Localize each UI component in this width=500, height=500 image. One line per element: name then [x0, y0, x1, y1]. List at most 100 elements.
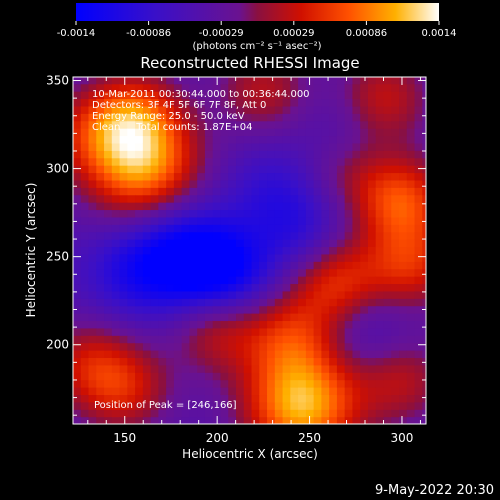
heatmap-cell	[414, 394, 423, 403]
heatmap-cell	[166, 320, 175, 329]
heatmap-cell	[336, 327, 346, 336]
heatmap-cell	[158, 202, 167, 211]
heatmap-cell	[173, 231, 183, 240]
heatmap-cell	[111, 305, 121, 314]
heatmap-cell	[383, 327, 392, 336]
heatmap-cell	[236, 305, 245, 314]
heatmap-cell	[274, 209, 284, 218]
heatmap-cell	[367, 268, 377, 277]
heatmap-cell	[212, 409, 222, 418]
heatmap-cell	[267, 105, 276, 114]
heatmap-cell	[274, 379, 284, 388]
heatmap-cell	[158, 276, 167, 285]
heatmap-cell	[290, 98, 299, 107]
heatmap-cell	[135, 98, 144, 107]
heatmap-cell	[197, 246, 206, 255]
heatmap-cell	[158, 231, 167, 240]
heatmap-cell	[204, 342, 214, 351]
heatmap-cell	[158, 194, 167, 203]
heatmap-cell	[399, 320, 408, 329]
heatmap-cell	[228, 335, 237, 344]
heatmap-cell	[399, 313, 408, 322]
heatmap-cell	[166, 209, 175, 218]
heatmap-cell	[344, 172, 354, 181]
heatmap-cell	[406, 157, 416, 166]
heatmap-cell	[352, 142, 361, 151]
heatmap-cell	[352, 276, 361, 285]
heatmap-cell	[422, 105, 426, 114]
heatmap-cell	[166, 313, 175, 322]
heatmap-cell	[321, 290, 330, 299]
heatmap-cell	[173, 142, 183, 151]
heatmap-cell	[150, 135, 159, 144]
heatmap-cell	[197, 416, 206, 424]
heatmap-cell	[88, 142, 97, 151]
heatmap-cell	[367, 364, 377, 373]
heatmap-cell	[96, 83, 105, 92]
heatmap-cell	[127, 268, 136, 277]
heatmap-cell	[181, 77, 191, 85]
heatmap-cell	[321, 298, 330, 307]
heatmap-cell	[119, 253, 128, 262]
heatmap-cell	[104, 77, 113, 85]
heatmap-cell	[298, 327, 307, 336]
heatmap-cell	[274, 77, 284, 85]
heatmap-cell	[111, 335, 121, 344]
heatmap-cell	[383, 231, 392, 240]
heatmap-cell	[290, 327, 299, 336]
heatmap-cell	[96, 194, 105, 203]
heatmap-cell	[259, 187, 268, 196]
heatmap-cell	[305, 342, 315, 351]
heatmap-cell	[282, 150, 291, 159]
heatmap-cell	[259, 135, 268, 144]
footer-date: 9-May-2022 20:30	[375, 483, 494, 498]
heatmap-cell	[375, 290, 385, 299]
heatmap-cell	[305, 83, 315, 92]
heatmap-cell	[336, 150, 346, 159]
heatmap-cell	[204, 179, 214, 188]
heatmap-cell	[406, 194, 416, 203]
heatmap-cell	[321, 224, 330, 233]
heatmap-cell	[383, 313, 392, 322]
colorbar-tick-label: 0.0014	[422, 28, 457, 39]
heatmap-cell	[166, 194, 175, 203]
heatmap-cell	[158, 394, 167, 403]
heatmap-cell	[406, 128, 416, 137]
heatmap-cell	[329, 335, 338, 344]
heatmap-cell	[197, 187, 206, 196]
heatmap-cell	[375, 98, 385, 107]
heatmap-cell	[352, 179, 361, 188]
heatmap-cell	[336, 105, 346, 114]
heatmap-cell	[321, 239, 330, 248]
heatmap-cell	[360, 120, 369, 129]
heatmap-cell	[243, 187, 253, 196]
heatmap-cell	[173, 105, 183, 114]
heatmap-cell	[313, 150, 322, 159]
heatmap-cell	[313, 165, 322, 174]
heatmap-cell	[391, 77, 400, 85]
heatmap-cell	[73, 202, 82, 211]
heatmap-cell	[344, 335, 354, 344]
heatmap-cell	[189, 202, 198, 211]
heatmap-cell	[135, 179, 144, 188]
heatmap-cell	[243, 209, 253, 218]
heatmap-cell	[406, 105, 416, 114]
heatmap-cell	[274, 401, 284, 410]
heatmap-cell	[391, 253, 400, 262]
heatmap-cell	[375, 91, 385, 100]
heatmap-cell	[236, 216, 245, 225]
heatmap-cell	[204, 276, 214, 285]
heatmap-cell	[73, 224, 82, 233]
heatmap-cell	[181, 172, 191, 181]
heatmap-cell	[111, 128, 121, 137]
heatmap-cell	[212, 335, 222, 344]
heatmap-cell	[383, 179, 392, 188]
heatmap-cell	[422, 142, 426, 151]
heatmap-cell	[251, 350, 260, 359]
heatmap-cell	[290, 224, 299, 233]
heatmap-cell	[111, 239, 121, 248]
heatmap-cell	[383, 409, 392, 418]
heatmap-cell	[375, 364, 385, 373]
heatmap-cell	[173, 394, 183, 403]
heatmap-cell	[375, 179, 385, 188]
